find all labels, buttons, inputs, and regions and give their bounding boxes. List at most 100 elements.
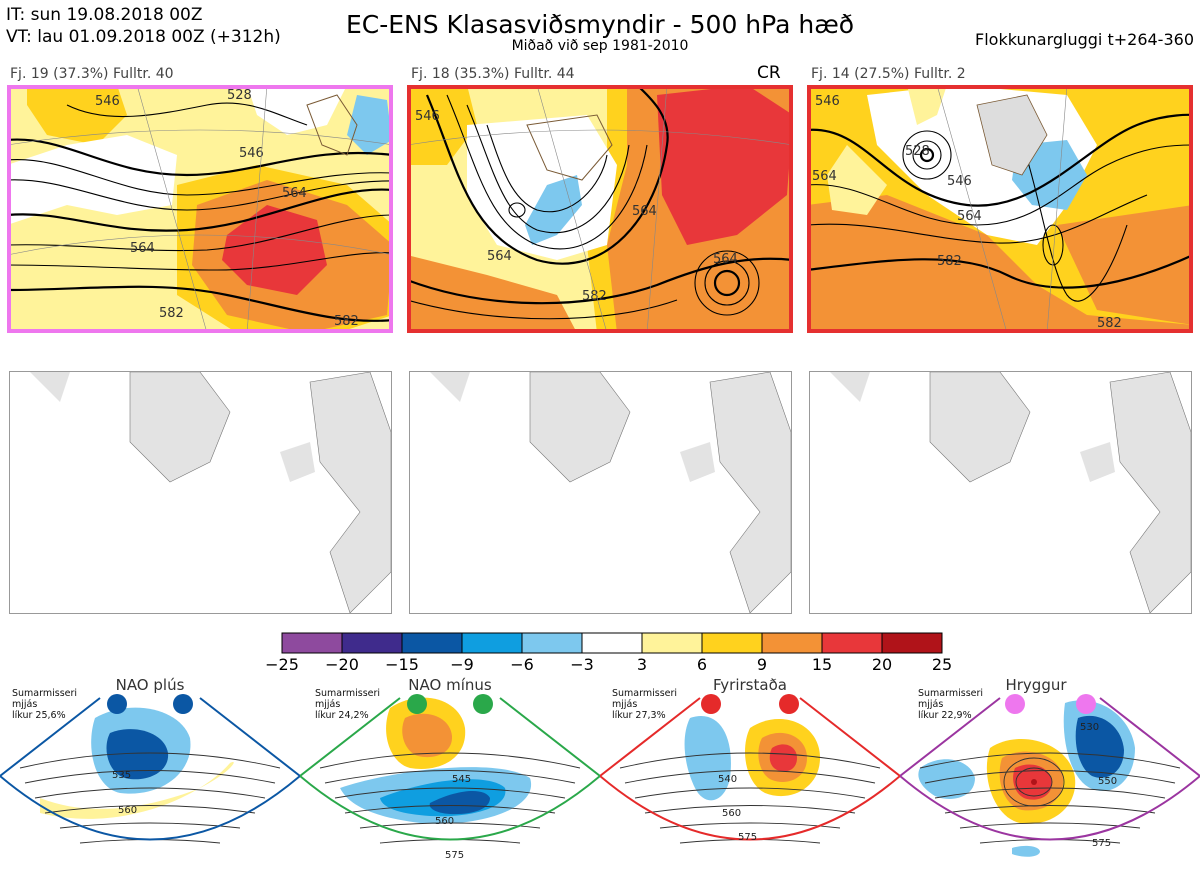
colorbar-swatch — [701, 632, 763, 654]
regime-contour-label: 560 — [722, 808, 741, 819]
colorbar-swatch — [821, 632, 883, 654]
page-title: EC-ENS Klasasviðsmyndir - 500 hPa hæð — [345, 10, 855, 39]
classification-window: Flokkunargluggi t+264-360 — [975, 30, 1194, 49]
colorbar — [280, 632, 944, 658]
regime-info-line: Sumarmisseri — [12, 688, 78, 699]
contour-label: 564 — [812, 169, 837, 184]
regime-contour-label: 550 — [1098, 776, 1117, 787]
contour-label: 564 — [487, 249, 512, 264]
page-subtitle: Miðað við sep 1981-2010 — [511, 38, 689, 54]
background-map-1 — [9, 371, 392, 614]
contour-label: 564 — [632, 204, 657, 219]
regime-marker — [473, 694, 493, 714]
regime-info-line: mjjás — [315, 699, 341, 710]
cluster-map-2: 546 564 564 564 582 — [407, 85, 793, 333]
colorbar-swatch — [461, 632, 523, 654]
regime-info-line: mjjás — [918, 699, 944, 710]
regime-3-title: Fyrirstaða — [713, 676, 787, 694]
regime-contour-label: 575 — [1092, 838, 1111, 849]
regime-nao-minus: 545 560 575 — [299, 678, 601, 868]
colorbar-label: 6 — [696, 655, 708, 674]
regime-nao-plus: 535 560 — [0, 678, 301, 868]
valid-time: VT: lau 01.09.2018 00Z (+312h) — [6, 27, 281, 47]
contour-label: 546 — [815, 94, 840, 109]
regime-2-title: NAO mínus — [408, 676, 492, 694]
regime-marker — [779, 694, 799, 714]
regime-2-info: Sumarmisseri mjjás líkur 24,2% — [315, 688, 380, 721]
header-dates: IT: sun 19.08.2018 00Z VT: lau 01.09.201… — [6, 4, 281, 48]
colorbar-label: 15 — [811, 655, 833, 674]
regime-1-title: NAO plús — [115, 676, 185, 694]
regime-info-line: Sumarmisseri — [612, 688, 678, 699]
colorbar-swatch — [881, 632, 943, 654]
colorbar-swatch — [641, 632, 703, 654]
colorbar-label: −20 — [325, 655, 359, 674]
regime-contour-label: 560 — [118, 805, 137, 816]
contour-label: 564 — [130, 241, 155, 256]
regime-ridge: 530 550 575 — [899, 678, 1200, 868]
regime-contour-label: 540 — [718, 774, 737, 785]
background-map-3 — [809, 371, 1192, 614]
colorbar-swatches — [281, 632, 943, 654]
regime-marker — [701, 694, 721, 714]
colorbar-label: 20 — [871, 655, 893, 674]
regime-blocking: 540 560 575 — [599, 678, 901, 868]
regime-info-line: Sumarmisseri — [918, 688, 984, 699]
contour-label: 582 — [937, 254, 962, 269]
contour-label: 582 — [159, 306, 184, 321]
contour-label: 564 — [957, 209, 982, 224]
regime-info-line: mjjás — [612, 699, 638, 710]
colorbar-swatch — [281, 632, 343, 654]
contour-label: 528 — [905, 144, 930, 159]
regime-4-title: Hryggur — [1005, 676, 1067, 694]
cluster-1-frame — [7, 85, 393, 333]
regime-info-line: líkur 22,9% — [918, 710, 972, 721]
colorbar-label: −25 — [265, 655, 299, 674]
regime-info-line: líkur 25,6% — [12, 710, 66, 721]
regime-info-line: mjjás — [12, 699, 38, 710]
regime-contour-label: 575 — [445, 850, 464, 861]
regime-info-line: Sumarmisseri — [315, 688, 381, 699]
cluster-2-caption: Fj. 18 (35.3%) Fulltr. 44 — [411, 66, 575, 82]
colorbar-swatch — [341, 632, 403, 654]
contour-label: 582 — [582, 289, 607, 304]
regime-marker — [107, 694, 127, 714]
regime-marker — [407, 694, 427, 714]
initial-time: IT: sun 19.08.2018 00Z — [6, 5, 203, 25]
cluster-2-flag: CR — [757, 63, 781, 83]
contour-label: 582 — [1097, 316, 1122, 331]
colorbar-label: 9 — [756, 655, 768, 674]
contour-label: 546 — [95, 94, 120, 109]
colorbar-swatch — [521, 632, 583, 654]
regime-4-info: Sumarmisseri mjjás líkur 22,9% — [918, 688, 983, 721]
cluster-1-caption: Fj. 19 (37.3%) Fulltr. 40 — [10, 66, 174, 82]
regime-info-line: líkur 24,2% — [315, 710, 369, 721]
regime-marker — [1076, 694, 1096, 714]
colorbar-label: 3 — [636, 655, 648, 674]
contour-label: 528 — [227, 88, 252, 103]
colorbar-swatch — [581, 632, 643, 654]
contour-label: 546 — [239, 146, 264, 161]
colorbar-label: 25 — [931, 655, 953, 674]
cluster-map-3: 546 528 546 564 564 582 582 — [807, 85, 1193, 333]
contour-label: 564 — [713, 252, 738, 267]
regime-contour-label: 575 — [738, 832, 757, 843]
cluster-map-1: 546 528 546 564 564 582 582 — [7, 85, 393, 333]
regime-contour-label: 545 — [452, 774, 471, 785]
contour-label: 546 — [947, 174, 972, 189]
colorbar-label: −3 — [570, 655, 594, 674]
colorbar-swatch — [761, 632, 823, 654]
regime-3-info: Sumarmisseri mjjás líkur 27,3% — [612, 688, 677, 721]
regime-contour-label: 535 — [112, 770, 131, 781]
background-map-2 — [409, 371, 792, 614]
contour-label: 582 — [334, 314, 359, 329]
contour-label: 564 — [282, 186, 307, 201]
colorbar-label: −15 — [385, 655, 419, 674]
regime-1-info: Sumarmisseri mjjás líkur 25,6% — [12, 688, 77, 721]
colorbar-label: −6 — [510, 655, 534, 674]
regime-info-line: líkur 27,3% — [612, 710, 666, 721]
colorbar-swatch — [401, 632, 463, 654]
regime-marker — [1005, 694, 1025, 714]
contour-label: 546 — [415, 109, 440, 124]
colorbar-label: −9 — [450, 655, 474, 674]
